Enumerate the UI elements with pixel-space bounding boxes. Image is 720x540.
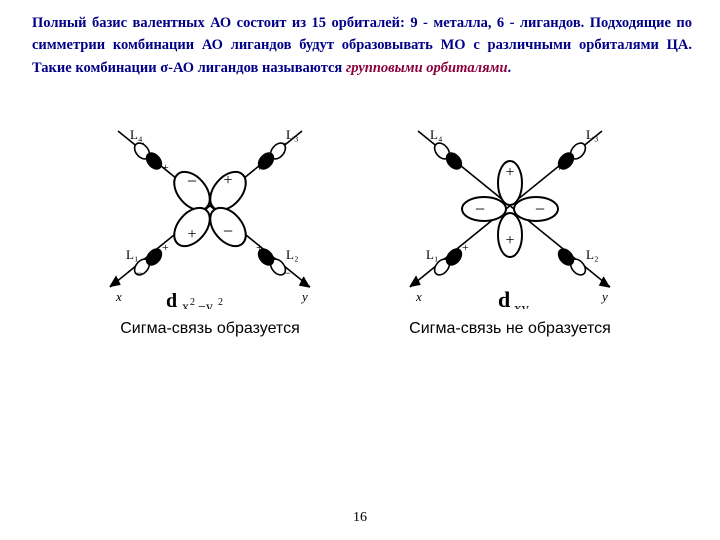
ligand-l4: L₄: [430, 127, 443, 142]
ligand-l2: L₂: [586, 247, 598, 262]
period: .: [508, 60, 512, 76]
axis-x: x: [415, 289, 422, 304]
svg-text:−y: −y: [198, 300, 213, 309]
lobe-sign: +: [223, 172, 232, 189]
ligand-l2: L₂: [286, 247, 298, 262]
lobe-sign: −: [223, 221, 233, 241]
left-diagram: + + − − L₄ − + L₃ + −: [80, 109, 340, 309]
lobe-sign: +: [505, 232, 514, 249]
lobe-sign: −: [475, 199, 485, 219]
ligand-sign: −: [136, 266, 143, 280]
lobe-sign: +: [187, 226, 196, 243]
axis-y: y: [600, 289, 608, 304]
right-diagram: + + − − L₄ L₃ + L₁ +: [380, 109, 640, 309]
right-caption: Сигма-связь не образуется: [370, 320, 650, 338]
left-caption: Сигма-связь образуется: [70, 320, 350, 338]
ligand-l1: L₁: [426, 247, 438, 262]
ligand-sign: −: [282, 136, 289, 150]
page-number: 16: [0, 510, 720, 526]
ligand-sign: +: [256, 240, 263, 254]
orbital-figure: + + − − L₄ − + L₃ + −: [70, 109, 650, 338]
lobe-sign: +: [505, 164, 514, 181]
ligand-l3: L₃: [586, 127, 598, 142]
orbital-sub-left: x: [182, 300, 189, 309]
ligand-sign: +: [162, 160, 169, 174]
orbital-label-left: d: [166, 290, 177, 309]
svg-text:+: +: [462, 240, 469, 254]
ligand-sign: +: [162, 240, 169, 254]
lobe-sign: −: [535, 199, 545, 219]
ligand-sign: −: [138, 136, 145, 150]
svg-text:2: 2: [190, 297, 195, 308]
svg-text:+: +: [556, 160, 563, 174]
right-panel: + + − − L₄ L₃ + L₁ +: [370, 109, 650, 338]
orbital-label-right: d: [498, 287, 510, 309]
main-paragraph: Полный базис валентных АО состоит из 15 …: [0, 0, 720, 79]
axis-x: x: [115, 289, 122, 304]
emphasis-term: групповыми орбиталями: [346, 60, 508, 76]
sentence-1: Полный базис валентных АО состоит из 15 …: [32, 15, 584, 31]
ligand-l1: L₁: [126, 247, 138, 262]
orbital-sub-right: xy: [514, 301, 530, 309]
ligand-sign: +: [256, 160, 263, 174]
lobe-sign: −: [187, 171, 197, 191]
svg-text:2: 2: [218, 297, 223, 308]
ligand-sign: −: [284, 266, 291, 280]
axis-y: y: [300, 289, 308, 304]
left-panel: + + − − L₄ − + L₃ + −: [70, 109, 350, 338]
